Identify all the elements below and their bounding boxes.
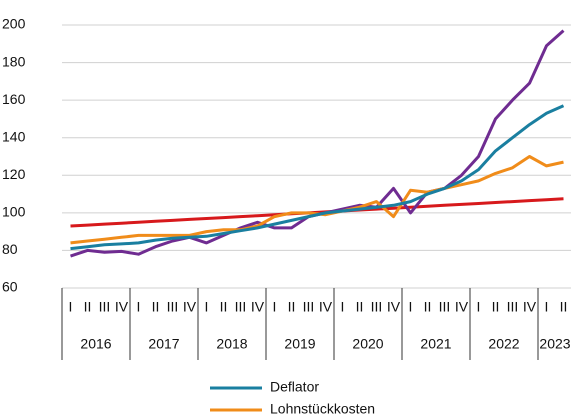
x-tick-label: I — [205, 299, 209, 315]
year-label: 2018 — [216, 336, 247, 352]
legend-label: Deflator — [270, 379, 319, 395]
x-tick-label: III — [235, 299, 247, 315]
x-tick-label: I — [477, 299, 481, 315]
x-tick-label: III — [167, 299, 179, 315]
y-tick-label: 140 — [2, 128, 26, 144]
series-line — [70, 104, 565, 251]
x-tick-label: IV — [251, 299, 265, 315]
x-tick-label: II — [152, 299, 160, 315]
x-tick-label: III — [439, 299, 451, 315]
year-label: 2022 — [488, 336, 519, 352]
y-tick-label: 200 — [2, 16, 26, 32]
x-tick-label: II — [84, 299, 92, 315]
year-label: 2019 — [284, 336, 315, 352]
x-tick-label: I — [409, 299, 413, 315]
y-tick-label: 180 — [2, 53, 26, 69]
x-tick-label: III — [303, 299, 315, 315]
x-tick-label: IV — [455, 299, 469, 315]
x-tick-label: I — [545, 299, 549, 315]
x-tick-label: II — [356, 299, 364, 315]
x-tick-label: II — [560, 299, 568, 315]
x-tick-label: II — [220, 299, 228, 315]
year-label: 2016 — [80, 336, 111, 352]
x-tick-label: IV — [387, 299, 401, 315]
x-tick-label: IV — [319, 299, 333, 315]
y-tick-label: 60 — [2, 279, 18, 295]
year-label: 2020 — [352, 336, 383, 352]
year-label: 2017 — [148, 336, 179, 352]
y-tick-label: 80 — [2, 241, 18, 257]
x-tick-label: III — [371, 299, 383, 315]
legend-label: Lohnstückkosten — [270, 401, 375, 417]
x-tick-label: I — [341, 299, 345, 315]
year-label: 2023 — [539, 336, 570, 352]
x-tick-label: III — [507, 299, 519, 315]
series-line — [70, 155, 564, 245]
y-tick-label: 100 — [2, 204, 26, 220]
x-tick-label: II — [492, 299, 500, 315]
x-tick-label: III — [99, 299, 111, 315]
x-tick-label: I — [137, 299, 141, 315]
x-tick-label: IV — [115, 299, 129, 315]
x-tick-label: IV — [523, 299, 537, 315]
x-tick-label: II — [424, 299, 432, 315]
x-tick-label: IV — [183, 299, 197, 315]
x-tick-label: I — [69, 299, 73, 315]
y-tick-label: 120 — [2, 166, 26, 182]
x-tick-label: II — [288, 299, 296, 315]
year-label: 2021 — [420, 336, 451, 352]
x-tick-label: I — [273, 299, 277, 315]
y-tick-label: 160 — [2, 91, 26, 107]
